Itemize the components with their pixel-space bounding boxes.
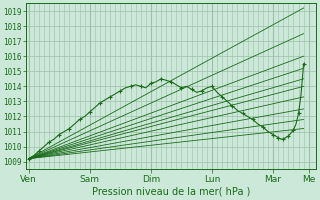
X-axis label: Pression niveau de la mer( hPa ): Pression niveau de la mer( hPa ) [92, 187, 251, 197]
